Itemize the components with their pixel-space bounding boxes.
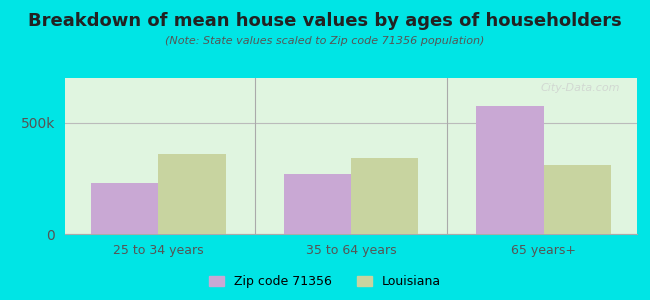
Text: (Note: State values scaled to Zip code 71356 population): (Note: State values scaled to Zip code 7… [165,36,485,46]
Legend: Zip code 71356, Louisiana: Zip code 71356, Louisiana [207,273,443,291]
Bar [351,158,419,234]
Bar [159,154,226,234]
Bar [476,106,543,234]
Bar [543,165,611,234]
Bar [91,183,159,234]
Text: Breakdown of mean house values by ages of householders: Breakdown of mean house values by ages o… [28,12,622,30]
Bar [283,174,351,234]
Text: City-Data.com: City-Data.com [540,83,620,93]
